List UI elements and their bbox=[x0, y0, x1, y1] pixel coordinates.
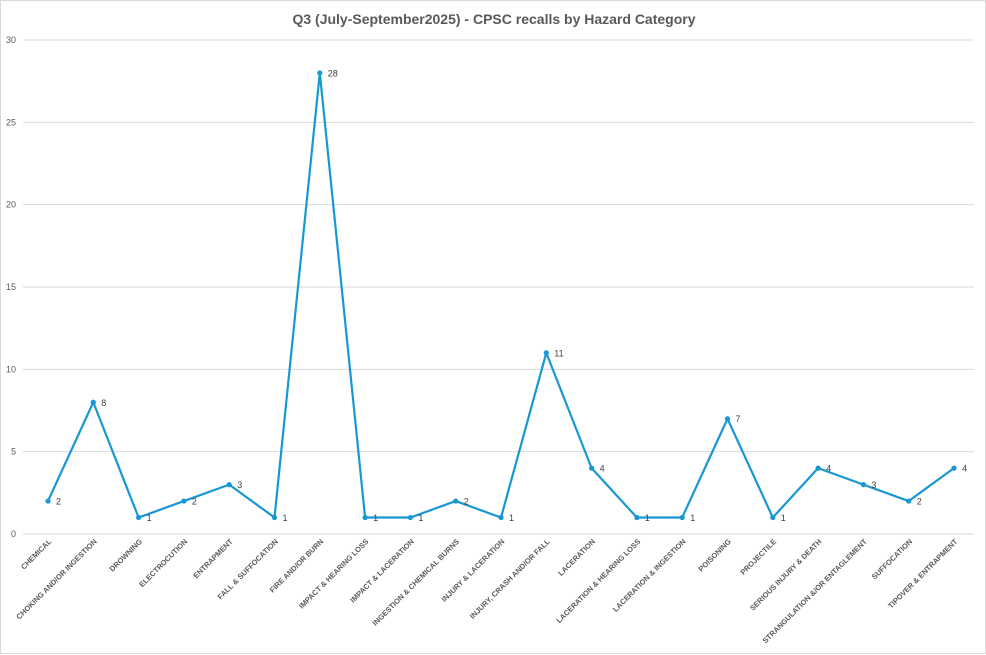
y-tick-label: 25 bbox=[6, 117, 16, 127]
data-label: 1 bbox=[509, 513, 514, 523]
data-label: 1 bbox=[283, 513, 288, 523]
y-tick-label: 30 bbox=[6, 35, 16, 45]
x-tick-label: LACERATION & INGESTION bbox=[611, 537, 688, 614]
x-tick-label: STRANGULATION &/OR ENTAGLEMENT bbox=[761, 537, 869, 645]
data-label: 4 bbox=[962, 464, 967, 474]
data-point bbox=[317, 70, 323, 76]
y-tick-label: 15 bbox=[6, 282, 16, 292]
data-point bbox=[770, 514, 776, 521]
data-label: 1 bbox=[147, 513, 152, 523]
y-tick-label: 5 bbox=[11, 447, 16, 457]
data-label: 28 bbox=[328, 68, 338, 78]
data-point bbox=[181, 498, 187, 504]
data-label: 1 bbox=[418, 513, 423, 523]
x-tick-label: PROJECTILE bbox=[739, 537, 779, 577]
data-point bbox=[679, 514, 685, 521]
x-tick-label: DROWNING bbox=[108, 537, 145, 574]
data-label: 1 bbox=[690, 513, 695, 523]
data-label: 1 bbox=[373, 513, 378, 523]
data-point bbox=[498, 514, 504, 521]
y-tick-label: 0 bbox=[11, 529, 16, 539]
data-point bbox=[951, 465, 957, 471]
data-point bbox=[271, 514, 278, 521]
data-point bbox=[226, 482, 232, 488]
x-tick-label: LACERATION bbox=[556, 537, 597, 578]
x-tick-label: ENTRAPMENT bbox=[191, 537, 234, 580]
data-label: 1 bbox=[645, 513, 650, 523]
y-tick-label: 20 bbox=[6, 200, 16, 210]
x-tick-label: INGESTION & CHEMICAL BURNS bbox=[371, 537, 462, 628]
data-label: 4 bbox=[600, 464, 605, 474]
x-tick-label: ELECTROCUTION bbox=[137, 537, 189, 589]
data-label: 8 bbox=[101, 398, 106, 408]
data-point bbox=[906, 498, 912, 504]
series-line bbox=[47, 71, 955, 519]
data-point bbox=[815, 465, 821, 471]
data-label: 7 bbox=[736, 414, 741, 424]
data-point bbox=[724, 416, 731, 422]
x-tick-label: INJURY, CRASH AND/OR FALL bbox=[468, 537, 552, 621]
data-label: 1 bbox=[781, 513, 786, 523]
chart-title: Q3 (July-September2025) - CPSC recalls b… bbox=[292, 11, 695, 27]
data-label: 3 bbox=[871, 480, 876, 490]
y-tick-label: 10 bbox=[6, 364, 16, 374]
x-tick-label: SUFFOCATION bbox=[870, 537, 914, 581]
data-point bbox=[634, 514, 640, 521]
x-tick-label: LACERATION & HEARING LOSS bbox=[554, 537, 642, 625]
data-point bbox=[453, 498, 459, 504]
data-label: 3 bbox=[237, 480, 242, 490]
data-point bbox=[589, 465, 595, 471]
data-label: 4 bbox=[826, 464, 831, 474]
data-point bbox=[90, 399, 96, 405]
data-point bbox=[136, 514, 142, 521]
data-point bbox=[45, 498, 51, 504]
data-point bbox=[407, 514, 413, 521]
data-label: 2 bbox=[464, 497, 469, 507]
data-point bbox=[860, 482, 867, 488]
data-label: 2 bbox=[56, 497, 61, 507]
data-label: 2 bbox=[917, 497, 922, 507]
x-tick-label: POISONING bbox=[696, 537, 733, 574]
data-label: 11 bbox=[554, 348, 563, 358]
data-point bbox=[543, 350, 549, 356]
x-tick-label: CHEMICAL bbox=[19, 537, 54, 572]
x-tick-label: CHOKING AND/OR INGESTION bbox=[14, 537, 98, 621]
data-label: 2 bbox=[192, 497, 197, 507]
data-point bbox=[362, 514, 368, 521]
